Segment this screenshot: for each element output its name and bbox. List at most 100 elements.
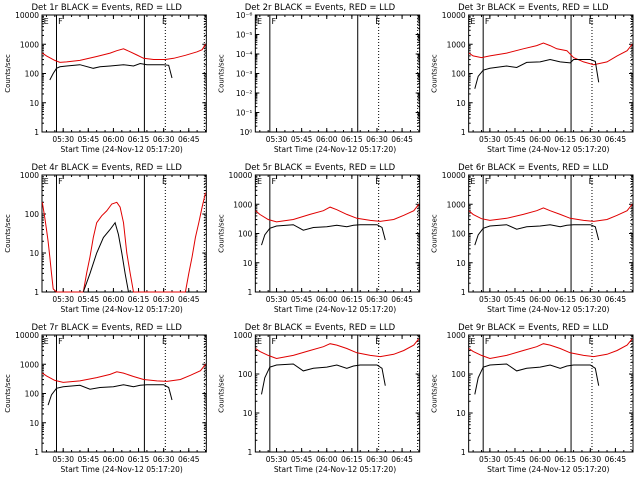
detector-panel-8: Det 8r BLACK = Events, RED = LLD 1 10 100 10… <box>217 323 421 474</box>
glyph-annotation: E <box>44 17 49 26</box>
x-tick-label: 06:30 <box>579 455 601 464</box>
y-axis-label: Counts/sec <box>217 54 225 93</box>
glyph-annotation: E <box>470 17 475 26</box>
y-tick-label: 1 <box>34 128 39 137</box>
y-axis-label: Counts/sec <box>217 374 225 413</box>
y-tick-label: 100 <box>25 390 40 399</box>
y-axis-label: Counts/sec <box>217 214 225 253</box>
x-tick-label: 06:15 <box>554 455 576 464</box>
y-tick-label: 10⁻³ <box>236 70 253 79</box>
x-tick-label: 05:45 <box>504 455 526 464</box>
lld-series-line <box>468 338 633 360</box>
x-tick-label: 06:15 <box>341 455 363 464</box>
y-tick-label: 100 <box>451 370 466 379</box>
x-tick-label: 05:30 <box>266 455 288 464</box>
y-tick-label: 1 <box>34 288 39 297</box>
x-tick-label: 06:45 <box>391 455 413 464</box>
y-axis-label: Counts/sec <box>431 374 439 413</box>
x-tick-label: 06:30 <box>579 135 601 144</box>
glyph-annotation: E <box>589 177 594 186</box>
x-axis-label: Start Time (24-Nov-12 05:17:20) <box>487 305 609 314</box>
x-tick-label: 05:30 <box>266 295 288 304</box>
detector-panel-4: Det 4r BLACK = Events, RED = LLD 1 10 100 10… <box>4 163 207 314</box>
y-tick-label: 1000 <box>233 331 252 340</box>
y-tick-label: 10000 <box>442 171 466 180</box>
panel-title: Det 3r BLACK = Events, RED = LLD <box>458 3 609 13</box>
panel-title: Det 9r BLACK = Events, RED = LLD <box>458 323 609 333</box>
x-tick-label: 06:45 <box>178 135 200 144</box>
x-axis-label: Start Time (24-Nov-12 05:17:20) <box>274 145 396 154</box>
y-axis-label: Counts/sec <box>4 54 12 93</box>
glyph-annotation: F <box>485 177 490 186</box>
y-tick-label: 10000 <box>15 11 39 20</box>
x-axis-label: Start Time (24-Nov-12 05:17:20) <box>274 305 396 314</box>
x-axis-label: Start Time (24-Nov-12 05:17:20) <box>61 305 183 314</box>
y-tick-label: 10000 <box>15 331 39 340</box>
y-tick-label: 10 <box>456 409 466 418</box>
x-tick-label: 05:30 <box>52 295 74 304</box>
glyph-annotation: E <box>162 177 167 186</box>
x-tick-label: 06:30 <box>366 295 388 304</box>
events-series-line <box>474 224 600 246</box>
x-tick-label: 06:30 <box>579 295 601 304</box>
x-axis-label: Start Time (24-Nov-12 05:17:20) <box>274 465 396 474</box>
x-tick-label: 06:30 <box>366 455 388 464</box>
detector-panel-2: Det 2r BLACK = Events, RED = LLD 10⁰ 10⁻¹ 1… <box>217 3 421 154</box>
events-series-line <box>49 62 173 81</box>
glyph-annotation: E <box>44 177 49 186</box>
y-tick-label: 100 <box>25 70 40 79</box>
x-tick-label: 05:30 <box>52 135 74 144</box>
y-tick-label: 1 <box>461 128 466 137</box>
y-tick-label: 100 <box>238 230 253 239</box>
x-tick-label: 06:45 <box>605 295 627 304</box>
axes-frame <box>254 174 421 293</box>
x-tick-label: 06:45 <box>605 455 627 464</box>
detector-panel-7: Det 7r BLACK = Events, RED = LLD 1 10 100 10… <box>4 323 207 474</box>
x-axis-label: Start Time (24-Nov-12 05:17:20) <box>61 145 183 154</box>
x-tick-label: 06:45 <box>178 455 200 464</box>
y-tick-label: 10 <box>29 99 39 108</box>
lld-series-line <box>468 203 633 222</box>
x-tick-label: 06:00 <box>529 135 551 144</box>
x-tick-label: 05:45 <box>504 295 526 304</box>
y-tick-label: 1 <box>248 288 253 297</box>
y-tick-label: 10⁻⁵ <box>236 31 253 40</box>
glyph-annotation: E <box>375 177 380 186</box>
events-series-line <box>47 384 173 406</box>
y-tick-label: 10 <box>456 99 466 108</box>
x-tick-label: 05:45 <box>291 455 313 464</box>
panel-title: Det 4r BLACK = Events, RED = LLD <box>31 163 182 173</box>
glyph-annotation: E <box>470 177 475 186</box>
x-tick-label: 06:00 <box>316 295 338 304</box>
x-tick-label: 06:15 <box>128 295 150 304</box>
glyph-annotation: F <box>58 177 63 186</box>
glyph-annotation: E <box>162 337 167 346</box>
x-tick-label: 05:45 <box>291 135 313 144</box>
x-tick-label: 06:15 <box>128 135 150 144</box>
panel-title: Det 6r BLACK = Events, RED = LLD <box>458 163 609 173</box>
lld-series-line <box>42 44 206 63</box>
y-tick-label: 1000 <box>447 200 466 209</box>
y-tick-label: 10 <box>243 409 253 418</box>
x-tick-label: 06:45 <box>178 295 200 304</box>
x-tick-label: 05:30 <box>479 295 501 304</box>
glyph-annotation: E <box>162 17 167 26</box>
lld-series-line <box>255 203 420 223</box>
x-tick-label: 06:30 <box>153 295 175 304</box>
x-tick-label: 06:00 <box>103 455 125 464</box>
glyph-annotation: F <box>58 17 63 26</box>
y-tick-label: 100 <box>25 210 40 219</box>
lld-series-line <box>41 192 206 293</box>
lld-series-line <box>468 42 633 66</box>
y-tick-label: 1000 <box>447 331 466 340</box>
x-tick-label: 06:15 <box>341 295 363 304</box>
x-tick-label: 05:45 <box>78 295 100 304</box>
y-tick-label: 1000 <box>233 200 252 209</box>
axes-frame <box>41 334 207 453</box>
y-tick-label: 1 <box>461 448 466 457</box>
detector-panel-6: Det 6r BLACK = Events, RED = LLD 1 10 100 10… <box>431 163 634 314</box>
glyph-annotation: F <box>272 337 277 346</box>
x-tick-label: 06:45 <box>391 135 413 144</box>
x-tick-label: 06:15 <box>341 135 363 144</box>
x-tick-label: 05:45 <box>78 455 100 464</box>
